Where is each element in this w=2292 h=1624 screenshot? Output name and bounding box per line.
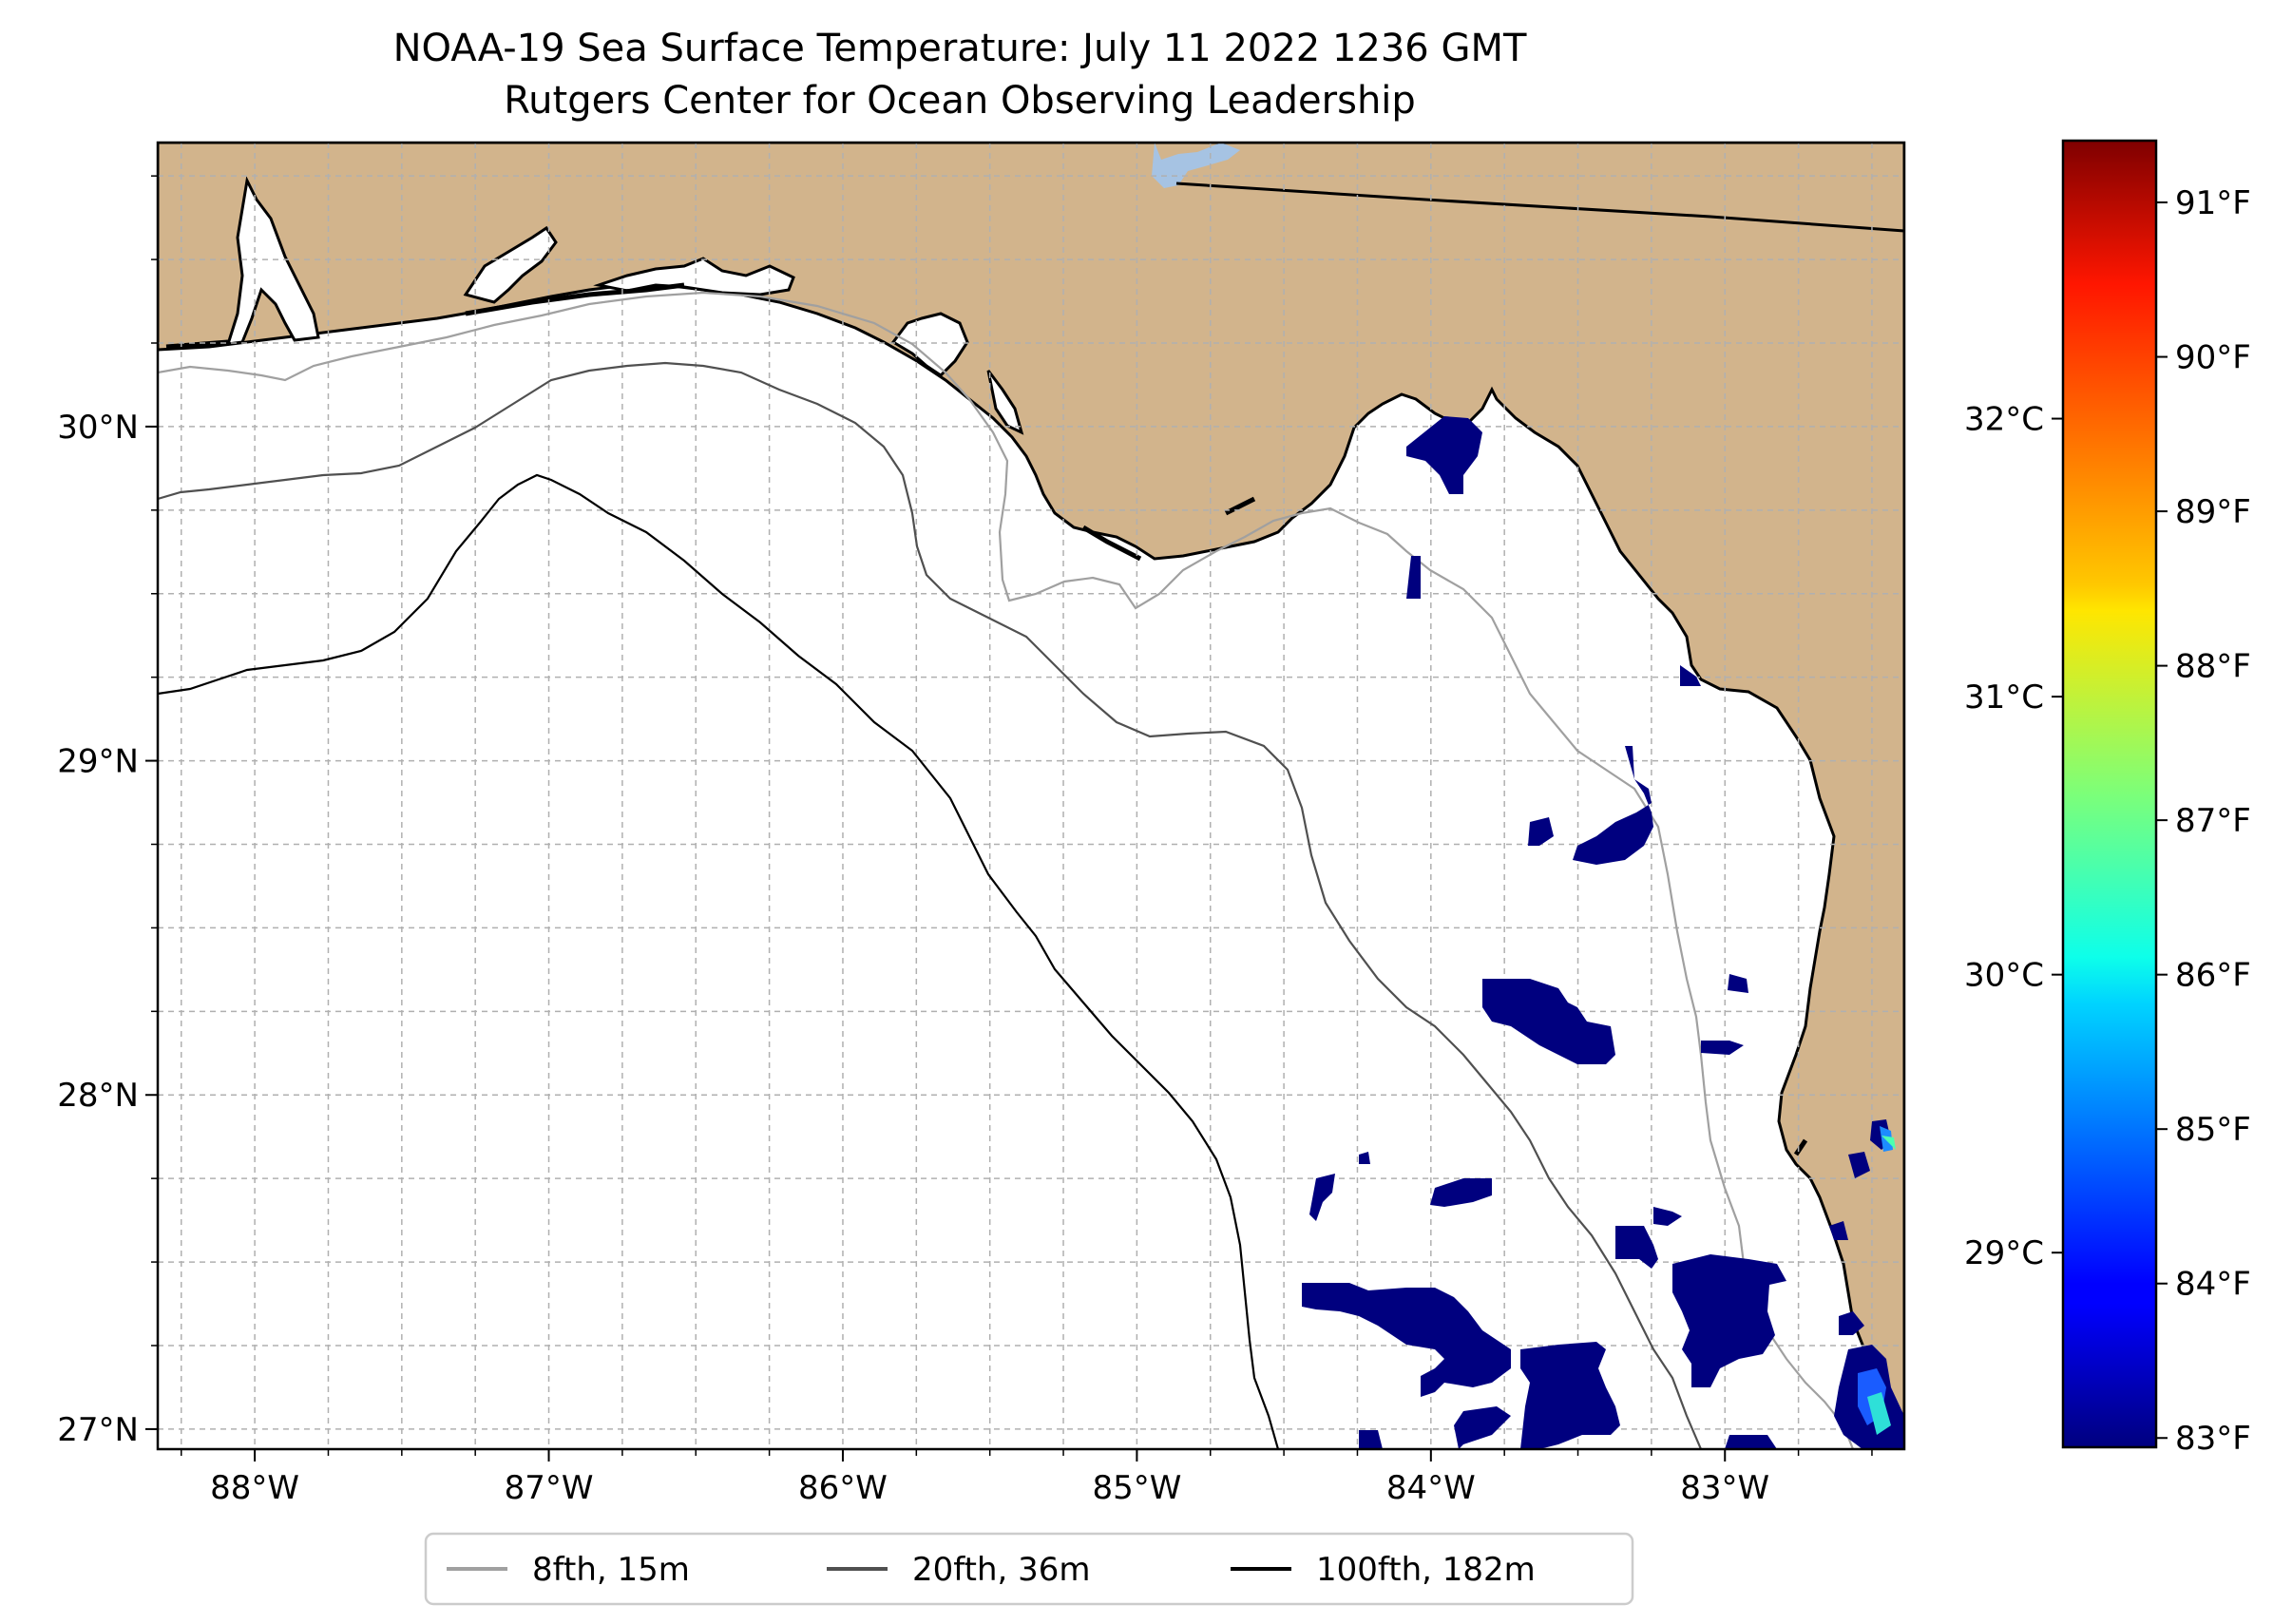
- sst-warm-spots: [1858, 1126, 1896, 1435]
- fahrenheit-tick-label: 91°F: [2175, 184, 2251, 222]
- celsius-tick-label: 30°C: [1964, 957, 2044, 995]
- barrier-islands: [165, 282, 1808, 1156]
- colorbar-frame: [2061, 139, 2158, 1449]
- lon-tick-label: 88°W: [210, 1469, 299, 1507]
- state-border: [1175, 182, 1904, 233]
- lon-tick-label: 84°W: [1386, 1469, 1476, 1507]
- lon-tick-label: 86°W: [798, 1469, 888, 1507]
- celsius-tick-label: 32°C: [1964, 401, 2044, 439]
- celsius-tick-label: 31°C: [1964, 678, 2044, 716]
- contour-8fth: [158, 291, 1855, 1449]
- lon-tick-label: 87°W: [505, 1469, 594, 1507]
- fahrenheit-tick-label: 83°F: [2175, 1420, 2251, 1458]
- latitude-axis: 27°N 28°N 29°N 30°N: [57, 175, 158, 1449]
- legend-label: 8fth, 15m: [532, 1551, 690, 1589]
- contour-20fth: [158, 361, 1703, 1449]
- lon-tick-label: 83°W: [1680, 1469, 1769, 1507]
- gridlines: [158, 143, 1904, 1449]
- legend: 8fth, 15m 20fth, 36m 100fth, 182m: [424, 1532, 1634, 1606]
- fahrenheit-tick-label: 85°F: [2175, 1111, 2251, 1149]
- sst-patches: [1302, 416, 1904, 1449]
- lon-tick-label: 85°W: [1092, 1469, 1181, 1507]
- colorbar-celsius-ticks: 29°C 30°C 31°C 32°C: [1964, 401, 2063, 1272]
- map-subtitle: Rutgers Center for Ocean Observing Leade…: [504, 79, 1416, 123]
- fahrenheit-tick-label: 84°F: [2175, 1266, 2251, 1304]
- legend-label: 100fth, 182m: [1316, 1551, 1536, 1589]
- fahrenheit-tick-label: 87°F: [2175, 802, 2251, 840]
- map-panel: [158, 143, 1904, 1449]
- colorbar-gradient: [2063, 141, 2156, 1447]
- legend-box: [424, 1532, 1634, 1606]
- fahrenheit-tick-label: 89°F: [2175, 493, 2251, 531]
- colorbar-fahrenheit-ticks: 83°F 84°F 85°F 86°F 87°F 88°F 89°F 90°F 91°F: [2156, 184, 2251, 1458]
- longitude-axis: 88°W 87°W 86°W 85°W 84°W 83°W: [181, 1449, 1873, 1507]
- celsius-tick-label: 29°C: [1964, 1234, 2044, 1272]
- fahrenheit-tick-label: 86°F: [2175, 957, 2251, 995]
- fahrenheit-tick-label: 90°F: [2175, 339, 2251, 377]
- fahrenheit-tick-label: 88°F: [2175, 648, 2251, 686]
- colorbar: 29°C 30°C 31°C 32°C 83°F 84°F 85°F 86°F 87°F 88°…: [1964, 139, 2251, 1458]
- contour-100fth: [158, 473, 1280, 1449]
- lat-tick-label: 27°N: [57, 1411, 139, 1449]
- legend-label: 20fth, 36m: [912, 1551, 1091, 1589]
- coastal-bays: [225, 176, 1024, 435]
- lat-tick-label: 30°N: [57, 409, 139, 447]
- map-frame: [156, 141, 1906, 1451]
- legend-items: 8fth, 15m 20fth, 36m 100fth, 182m: [447, 1551, 1536, 1589]
- lat-tick-label: 29°N: [57, 743, 139, 781]
- map-title: NOAA-19 Sea Surface Temperature: July 11…: [392, 27, 1527, 70]
- lat-tick-label: 28°N: [57, 1077, 139, 1115]
- lake: [1152, 143, 1240, 188]
